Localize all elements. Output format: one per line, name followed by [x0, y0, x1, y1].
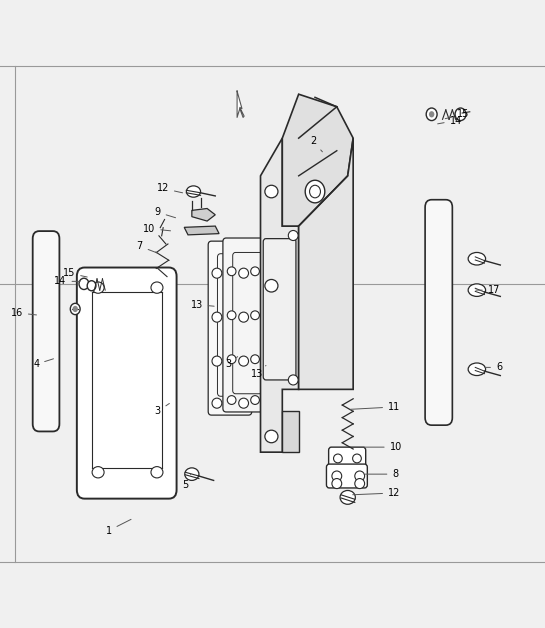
Ellipse shape	[227, 267, 236, 276]
Ellipse shape	[87, 281, 96, 291]
Ellipse shape	[332, 479, 342, 489]
Ellipse shape	[212, 268, 222, 278]
Ellipse shape	[426, 108, 437, 121]
Ellipse shape	[305, 180, 325, 203]
Ellipse shape	[468, 363, 486, 376]
FancyBboxPatch shape	[326, 464, 367, 488]
Text: 2: 2	[310, 136, 323, 152]
Text: 8: 8	[365, 469, 398, 479]
Ellipse shape	[212, 312, 222, 322]
Ellipse shape	[265, 430, 278, 443]
Polygon shape	[299, 138, 353, 389]
FancyBboxPatch shape	[329, 447, 366, 469]
Ellipse shape	[227, 396, 236, 404]
Ellipse shape	[186, 186, 201, 197]
Ellipse shape	[288, 230, 298, 241]
Text: 10: 10	[143, 224, 171, 234]
Ellipse shape	[251, 311, 259, 320]
Text: 11: 11	[350, 402, 400, 412]
Ellipse shape	[239, 356, 249, 366]
Ellipse shape	[265, 279, 278, 292]
Text: 4: 4	[33, 359, 53, 369]
Ellipse shape	[353, 454, 361, 463]
FancyBboxPatch shape	[33, 231, 59, 431]
Text: 3: 3	[155, 403, 169, 416]
Ellipse shape	[468, 252, 486, 265]
Ellipse shape	[251, 396, 259, 404]
Text: 1: 1	[106, 519, 131, 536]
Ellipse shape	[251, 355, 259, 364]
Ellipse shape	[355, 479, 365, 489]
Ellipse shape	[251, 267, 259, 276]
Ellipse shape	[340, 490, 355, 504]
Text: 9: 9	[155, 207, 175, 218]
Text: 14: 14	[438, 116, 462, 126]
Ellipse shape	[332, 471, 342, 481]
FancyBboxPatch shape	[425, 200, 452, 425]
Ellipse shape	[92, 282, 104, 293]
Ellipse shape	[92, 467, 104, 478]
Ellipse shape	[239, 268, 249, 278]
FancyBboxPatch shape	[223, 238, 263, 412]
Ellipse shape	[468, 284, 486, 296]
Ellipse shape	[334, 454, 342, 463]
Ellipse shape	[151, 282, 163, 293]
Text: 17: 17	[476, 285, 500, 295]
Ellipse shape	[70, 303, 80, 315]
Polygon shape	[261, 138, 299, 452]
Ellipse shape	[212, 356, 222, 366]
Ellipse shape	[310, 185, 320, 198]
Ellipse shape	[79, 278, 89, 290]
Ellipse shape	[151, 467, 163, 478]
Ellipse shape	[355, 471, 365, 481]
Ellipse shape	[212, 398, 222, 408]
Ellipse shape	[239, 312, 249, 322]
Ellipse shape	[227, 355, 236, 364]
Text: 13: 13	[251, 365, 266, 379]
Ellipse shape	[185, 468, 199, 480]
Text: 12: 12	[353, 488, 401, 498]
Text: 7: 7	[137, 241, 158, 253]
Text: 13: 13	[191, 300, 214, 310]
Ellipse shape	[239, 398, 249, 408]
Polygon shape	[184, 226, 219, 235]
Polygon shape	[192, 208, 215, 221]
Polygon shape	[237, 91, 244, 117]
Ellipse shape	[288, 375, 298, 385]
FancyBboxPatch shape	[208, 241, 252, 415]
Ellipse shape	[72, 306, 78, 312]
Text: 12: 12	[156, 183, 183, 193]
FancyBboxPatch shape	[263, 239, 296, 380]
Text: 6: 6	[485, 362, 502, 372]
Text: 16: 16	[11, 308, 37, 318]
Text: 10: 10	[364, 442, 402, 452]
Polygon shape	[282, 411, 299, 452]
Text: 15: 15	[63, 268, 87, 278]
Text: 15: 15	[445, 109, 469, 119]
Polygon shape	[282, 94, 353, 226]
Text: 3: 3	[226, 357, 238, 369]
Ellipse shape	[227, 311, 236, 320]
Ellipse shape	[455, 108, 466, 121]
Ellipse shape	[265, 185, 278, 198]
FancyBboxPatch shape	[77, 268, 177, 499]
Text: 5: 5	[182, 474, 191, 490]
Ellipse shape	[429, 111, 434, 117]
Text: 14: 14	[54, 276, 80, 286]
